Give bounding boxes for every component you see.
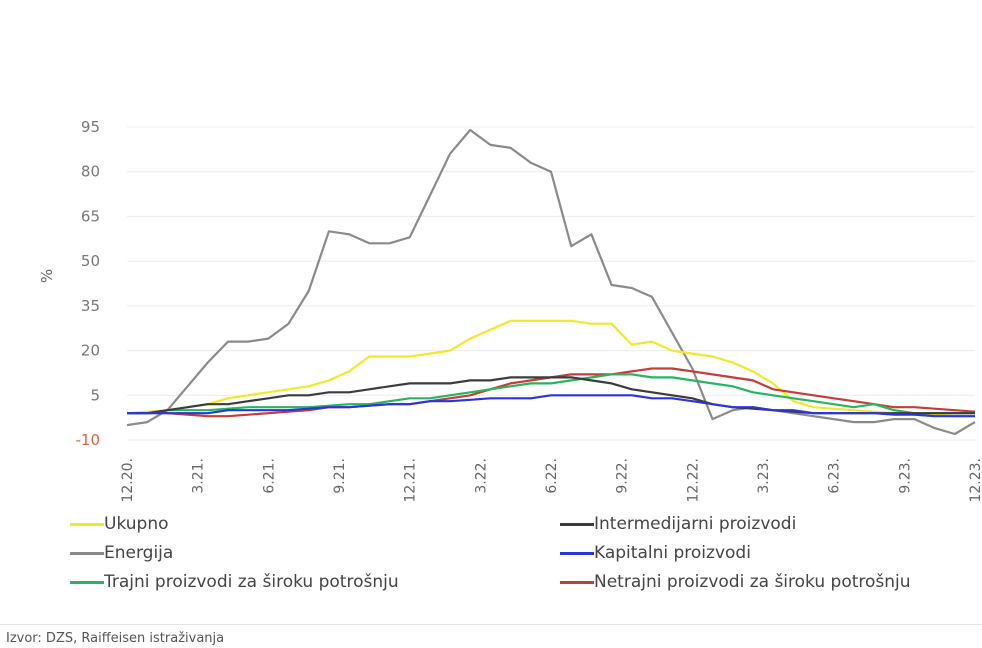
y-tick-label: 50 xyxy=(81,252,100,270)
line-chart: 95 80 65 50 35 20 5 -10 % 12.20. 3.21. 6.21. 9.21.… xyxy=(38,118,982,503)
legend-item: Kapitalni proizvodi xyxy=(560,543,751,563)
y-tick-label: 35 xyxy=(81,297,100,315)
x-tick-label: 6.23. xyxy=(827,458,843,494)
legend-swatch xyxy=(70,580,104,584)
legend-swatch xyxy=(560,580,594,584)
legend-swatch xyxy=(70,522,104,526)
x-tick-label: 3.21. xyxy=(191,458,207,494)
legend-swatch xyxy=(560,551,594,555)
x-axis-ticks: 12.20. 3.21. 6.21. 9.21. 12.21. 3.22. 6.22. 9.2… xyxy=(120,458,982,503)
y-tick-label: 65 xyxy=(81,207,100,225)
legend-label: Ukupno xyxy=(104,514,169,534)
series-line xyxy=(127,394,975,418)
legend-label: Trajni proizvodi za široku potrošnju xyxy=(104,572,399,592)
y-tick-label: 20 xyxy=(81,342,100,360)
legend-swatch xyxy=(70,551,104,555)
legend-item: Energija xyxy=(70,543,173,563)
x-tick-label: 9.21. xyxy=(332,458,348,494)
source-note: Izvor: DZS, Raiffeisen istraživanja xyxy=(6,631,225,646)
x-tick-label: 3.22. xyxy=(473,458,489,494)
x-tick-label: 12.21. xyxy=(403,458,419,503)
gridlines xyxy=(127,126,975,441)
x-tick-label: 12.23. xyxy=(968,458,982,503)
y-tick-label: -10 xyxy=(76,431,101,449)
y-tick-label: 5 xyxy=(90,386,100,404)
legend-label: Intermedijarni proizvodi xyxy=(594,514,797,534)
y-axis-ticks: 95 80 65 50 35 20 5 -10 xyxy=(76,118,101,449)
x-tick-label: 9.23. xyxy=(897,458,913,494)
legend-label: Energija xyxy=(104,543,174,563)
legend-label: Kapitalni proizvodi xyxy=(594,543,751,563)
series-line xyxy=(126,128,976,436)
legend-swatch xyxy=(560,522,594,526)
x-tick-label: 6.22. xyxy=(544,458,560,494)
x-tick-label: 12.22. xyxy=(685,458,701,503)
series-line xyxy=(127,373,975,415)
series-line xyxy=(126,319,975,418)
y-tick-label: 80 xyxy=(81,163,100,181)
x-tick-label: 12.20. xyxy=(120,458,136,503)
x-tick-label: 9.22. xyxy=(615,458,631,494)
legend-label: Netrajni proizvodi za široku potrošnju xyxy=(594,572,911,592)
footer-divider xyxy=(0,624,982,625)
legend-item: Netrajni proizvodi za široku potrošnju xyxy=(560,572,911,592)
y-tick-label: 95 xyxy=(81,118,100,136)
y-axis-label: % xyxy=(38,269,56,283)
legend-item: Ukupno xyxy=(70,514,169,534)
x-tick-label: 3.23. xyxy=(756,458,772,494)
legend-item: Trajni proizvodi za široku potrošnju xyxy=(70,572,399,592)
series-lines xyxy=(126,128,976,436)
x-tick-label: 6.21. xyxy=(261,458,277,494)
legend-item: Intermedijarni proizvodi xyxy=(560,514,796,534)
